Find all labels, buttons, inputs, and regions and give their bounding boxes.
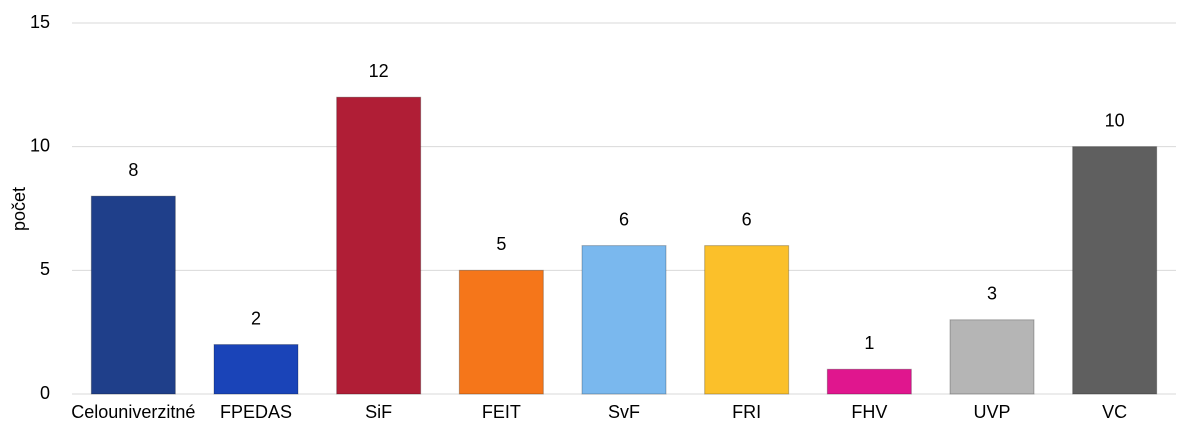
data-label: 12 <box>369 61 389 81</box>
bar <box>704 245 790 395</box>
bar <box>90 195 176 395</box>
x-tick-label: FPEDAS <box>220 402 292 422</box>
data-label: 5 <box>496 234 506 254</box>
x-tick-label: VC <box>1102 402 1127 422</box>
data-label: 8 <box>128 160 138 180</box>
y-tick-label: 10 <box>30 135 50 155</box>
data-label: 6 <box>742 209 752 229</box>
data-label: 2 <box>251 308 261 328</box>
bar <box>826 368 912 395</box>
data-label: 1 <box>864 333 874 353</box>
data-label: 3 <box>987 284 997 304</box>
bar <box>949 319 1035 395</box>
x-tick-label: FEIT <box>482 402 521 422</box>
bar <box>581 245 667 395</box>
x-tick-label: FRI <box>732 402 761 422</box>
y-tick-label: 5 <box>40 259 50 279</box>
data-label: 6 <box>619 209 629 229</box>
y-axis-label: počet <box>9 187 29 231</box>
x-tick-label: SiF <box>365 402 392 422</box>
bar <box>336 96 422 395</box>
y-tick-label: 0 <box>40 383 50 403</box>
x-tick-label: Celouniverzitné <box>71 402 195 422</box>
x-tick-label: UVP <box>973 402 1010 422</box>
bar <box>458 269 544 395</box>
x-tick-label: SvF <box>608 402 640 422</box>
bar <box>1072 146 1158 395</box>
data-label: 10 <box>1105 110 1125 130</box>
bar <box>213 344 299 395</box>
y-tick-label: 15 <box>30 12 50 32</box>
x-tick-label: FHV <box>851 402 887 422</box>
